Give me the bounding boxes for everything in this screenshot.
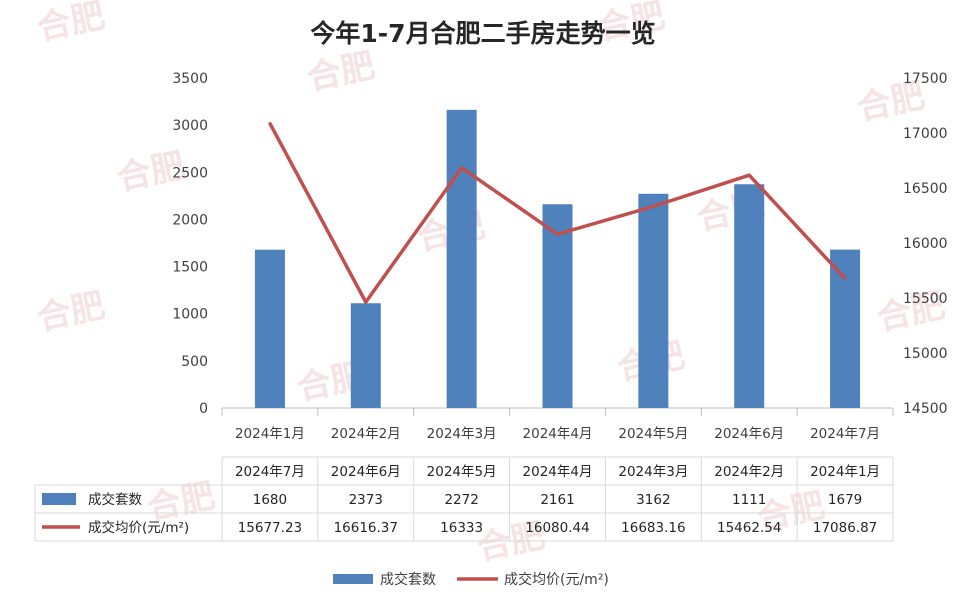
x-tick-label: 2024年5月 [618,426,688,442]
y-right-tick-label: 15000 [903,346,948,362]
line-point [747,173,751,177]
line-point [556,232,559,236]
legend-label: 成交均价(元/m²) [504,571,609,588]
table-header-cell: 2024年5月 [427,464,497,480]
line-point [460,166,464,170]
bar [446,109,477,409]
x-tick-label: 2024年3月 [427,426,497,442]
y-left-tick-label: 0 [199,401,208,417]
table-header-cell: 2024年3月 [618,464,688,480]
chart-title: 今年1-7月合肥二手房走势一览 [310,19,655,48]
watermark-text: 合肥 [304,46,379,99]
table-cell: 3162 [636,492,670,508]
y-left-tick-label: 2000 [172,212,208,228]
line-point [843,277,847,281]
bar [830,249,861,408]
y-left-tick-label: 2500 [172,165,208,181]
y-left-tick-label: 3000 [172,118,208,134]
table-header-cell: 2024年2月 [714,464,784,480]
table-header-cell: 2024年7月 [235,464,305,480]
table-cell: 2161 [540,492,574,508]
legend-label: 成交套数 [380,571,436,588]
table-row-label: 成交套数 [88,491,142,508]
y-right-tick-label: 17500 [903,71,948,87]
table-cell: 17086.87 [813,520,877,536]
y-right-tick-label: 14500 [903,401,948,417]
table-cell: 16616.37 [334,520,398,536]
data-table: 2024年7月 2024年6月 2024年5月 2024年4月 2024年3月 2024年… [34,456,894,542]
table-header-cell: 2024年4月 [523,464,593,480]
table-cell: 1680 [253,492,287,508]
y-left-tick-label: 500 [181,354,208,370]
table-cell: 16683.16 [621,520,685,536]
table-cell: 16080.44 [525,520,589,536]
y-left-tick-label: 3500 [172,71,208,87]
bar [542,204,573,408]
table-cell: 1679 [828,492,862,508]
table-cell: 1111 [732,492,766,508]
table-row-label: 成交均价(元/m²) [88,519,189,536]
y-right-tick-label: 16500 [903,181,948,197]
legend: 成交套数 成交均价(元/m²) [333,571,609,588]
line-series [268,121,847,304]
y-left-tick-label: 1000 [172,307,208,323]
table-cell: 2373 [349,492,383,508]
y-right-tick-label: 15500 [903,291,948,307]
table-cell: 16333 [440,520,483,536]
table-cell: 15677.23 [238,520,302,536]
line-point [268,121,272,125]
line-point [364,300,368,304]
x-tick-label: 2024年6月 [714,426,784,442]
watermark-text: 合肥 [34,286,109,339]
watermark-text: 合肥 [34,0,109,49]
axes: 0 500 1000 1500 2000 2500 3000 3500 14500 15000 15… [172,71,947,442]
bar [638,193,669,408]
brand-text: 大数跨境 [42,585,110,606]
bar [254,249,285,408]
line-point [651,204,655,208]
table-cell: 2272 [444,492,478,508]
x-tick-label: 2024年2月 [331,426,401,442]
y-right-tick-label: 17000 [903,126,948,142]
table-legend-key-bar [42,493,76,505]
bar [734,184,765,408]
x-tick-label: 2024年7月 [810,426,880,442]
watermark-layer: 合肥合肥合肥合肥合肥合肥合肥合肥合肥合肥合肥合肥合肥合肥 [34,0,949,569]
table-header-cell: 2024年6月 [331,464,401,480]
x-tick-label: 2024年4月 [523,426,593,442]
bar-series [254,109,861,409]
brand-logo: 大数跨境 [7,585,110,606]
x-tick-label: 2024年1月 [235,426,305,442]
table-header-cell: 2024年1月 [810,464,880,480]
y-left-tick-label: 1500 [172,260,208,276]
table-cell: 15462.54 [717,520,781,536]
y-right-tick-label: 16000 [903,236,948,252]
bar [350,303,381,408]
legend-key-bar [333,574,373,584]
